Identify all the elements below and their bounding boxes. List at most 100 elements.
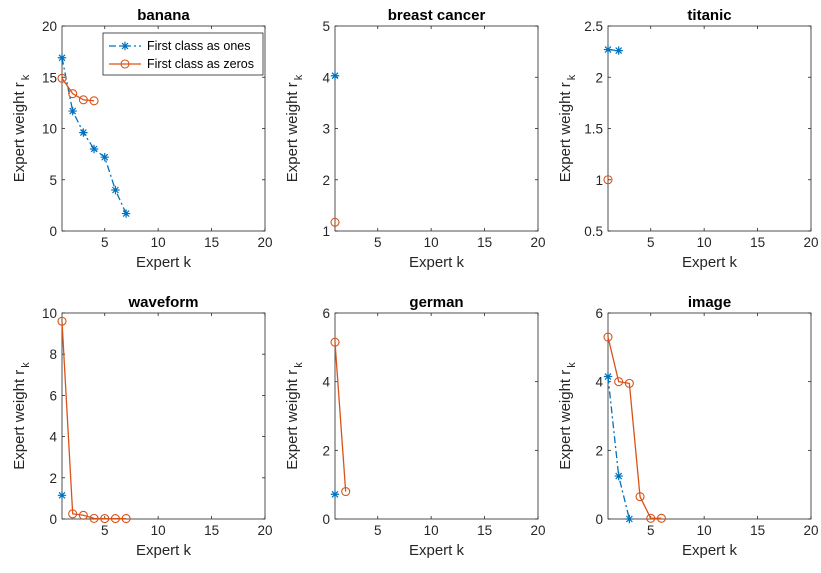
x-axis-label: Expert k xyxy=(682,542,738,559)
data-point xyxy=(603,45,613,54)
data-point xyxy=(646,513,656,523)
data-point xyxy=(614,377,624,387)
data-point xyxy=(89,144,99,154)
x-tick-label: 20 xyxy=(803,523,818,538)
x-tick-label: 20 xyxy=(803,235,818,250)
y-axis-label: Expert weight r k xyxy=(557,362,578,470)
x-tick-label: 10 xyxy=(697,523,712,538)
y-tick-label: 8 xyxy=(49,347,57,362)
legend: First class as ones First class as zeros xyxy=(102,32,264,76)
y-axis-label: Expert weight r k xyxy=(11,362,32,470)
y-tick-label: 5 xyxy=(49,173,57,188)
subplot-banana: 5 10 15 20 0 5 10 15 20 banana Expert k Expert weig… xyxy=(11,7,273,271)
legend-label-ones: First class as ones xyxy=(147,39,251,53)
y-tick-label: 10 xyxy=(42,122,57,137)
series-line xyxy=(334,342,347,492)
data-point xyxy=(121,514,131,524)
x-tick-label: 5 xyxy=(101,523,109,538)
x-axis-label: Expert k xyxy=(409,254,465,271)
x-tick-label: 10 xyxy=(424,523,439,538)
series-first-class-as-ones xyxy=(330,71,340,80)
data-point xyxy=(330,337,340,347)
y-tick-label: 5 xyxy=(322,19,330,34)
data-point xyxy=(341,486,351,497)
y-tick-label: 2 xyxy=(595,70,603,85)
y-axis-label: Expert weight r k xyxy=(557,74,578,182)
data-point xyxy=(603,332,613,342)
series-first-class-as-zeros xyxy=(57,316,131,524)
x-axis-label: Expert k xyxy=(136,254,192,271)
y-tick-label: 4 xyxy=(322,375,330,390)
y-tick-label: 20 xyxy=(42,19,57,34)
y-tick-label: 4 xyxy=(49,430,57,445)
x-tick-label: 10 xyxy=(151,523,166,538)
y-axis-label-subscript: k xyxy=(20,74,32,80)
x-tick-label: 10 xyxy=(697,235,712,250)
axes-box xyxy=(607,312,812,520)
series-line xyxy=(61,77,95,102)
y-axis-label-text: Expert weight r xyxy=(284,82,301,182)
data-point xyxy=(330,71,340,80)
x-tick-label: 5 xyxy=(101,235,109,250)
x-tick-label: 15 xyxy=(204,523,219,538)
axes-box xyxy=(334,25,539,232)
data-point xyxy=(57,316,67,326)
x-tick-label: 20 xyxy=(530,523,545,538)
y-axis-label: Expert weight r k xyxy=(284,362,305,470)
y-axis-label-subscript: k xyxy=(566,74,578,80)
y-axis-label-text: Expert weight r xyxy=(557,82,574,182)
data-point xyxy=(57,53,67,62)
y-axis-label-text: Expert weight r xyxy=(11,370,28,470)
subplot-titanic: 5 10 15 20 0.5 1 1.5 2 2.5 titanic Expert k Expert … xyxy=(557,7,819,271)
data-point xyxy=(100,153,109,162)
y-axis-label-subscript: k xyxy=(293,362,305,368)
y-tick-label: 1.5 xyxy=(584,122,603,137)
x-tick-label: 20 xyxy=(257,235,272,250)
y-tick-label: 4 xyxy=(595,375,603,390)
x-tick-label: 15 xyxy=(477,235,492,250)
series-line xyxy=(61,321,127,520)
data-point xyxy=(625,514,634,524)
data-point xyxy=(68,106,77,116)
y-axis-label: Expert weight r k xyxy=(11,74,32,182)
series-first-class-as-ones xyxy=(330,490,340,499)
x-tick-label: 15 xyxy=(477,523,492,538)
y-tick-label: 0 xyxy=(49,224,57,239)
data-point xyxy=(603,372,613,381)
legend-label-zeros: First class as zeros xyxy=(147,57,254,71)
data-point xyxy=(110,514,120,524)
data-point xyxy=(68,89,78,99)
data-point xyxy=(68,509,78,519)
subplot-breast-cancer: 5 10 15 20 1 2 3 4 5 breast cancer Expert k Expert … xyxy=(284,7,546,271)
subplot-title: image xyxy=(688,294,731,311)
subplot-german: 5 10 15 20 0 2 4 6 german Expert k Expert weight r… xyxy=(284,294,546,559)
y-tick-label: 0 xyxy=(322,512,330,527)
x-axis-label: Expert k xyxy=(409,542,465,559)
data-point xyxy=(111,185,120,195)
y-tick-label: 10 xyxy=(42,306,57,321)
subplot-title: titanic xyxy=(687,7,731,24)
data-point xyxy=(57,491,67,500)
data-point xyxy=(78,510,88,520)
legend-box xyxy=(102,32,264,76)
x-tick-label: 5 xyxy=(374,235,382,250)
data-point xyxy=(614,46,623,55)
x-tick-label: 10 xyxy=(151,235,166,250)
series-first-class-as-zeros xyxy=(603,332,666,523)
data-point xyxy=(89,513,99,523)
subplot-title: banana xyxy=(137,7,190,24)
x-tick-label: 5 xyxy=(374,523,382,538)
data-point xyxy=(100,514,110,524)
data-point xyxy=(656,513,666,523)
axes-box xyxy=(61,312,266,520)
y-tick-label: 2 xyxy=(595,443,603,458)
y-tick-label: 2 xyxy=(49,471,57,486)
series-line xyxy=(607,336,662,519)
x-tick-label: 20 xyxy=(257,523,272,538)
subplot-title: breast cancer xyxy=(388,7,486,24)
x-tick-label: 15 xyxy=(750,523,765,538)
x-tick-label: 15 xyxy=(750,235,765,250)
y-tick-label: 6 xyxy=(49,388,57,403)
series-first-class-as-ones xyxy=(57,53,131,218)
